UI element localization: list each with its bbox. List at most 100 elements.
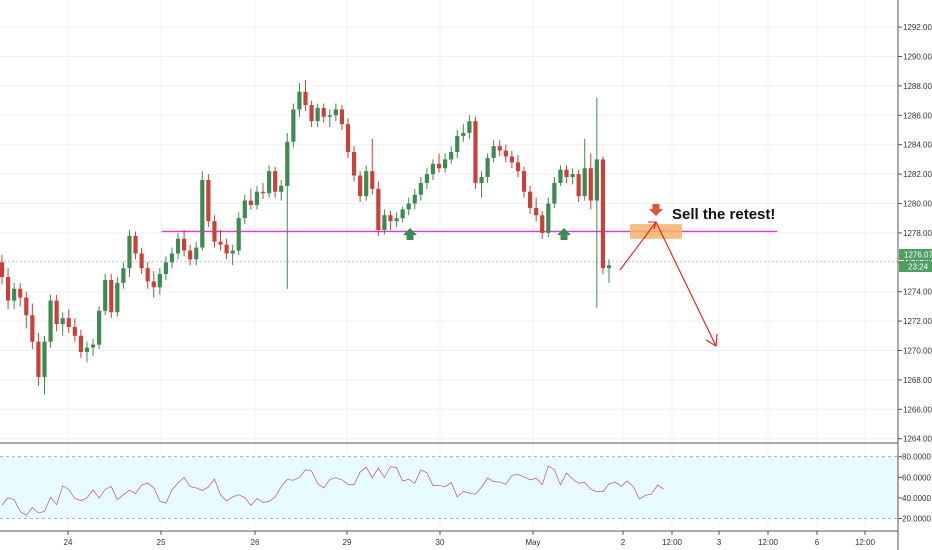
candle-body <box>42 341 47 377</box>
y-tick-label: 1266.00 <box>903 405 932 414</box>
candle-body <box>382 215 387 230</box>
candle-body <box>491 146 496 158</box>
candle-body <box>315 107 320 122</box>
candle-body <box>345 124 351 153</box>
candle-body <box>552 182 557 204</box>
y-tick-label: 1278.00 <box>903 229 932 238</box>
candle-body <box>473 121 478 183</box>
candle-body <box>151 281 156 288</box>
candle-body <box>303 91 308 106</box>
last-price-value: 1276.07 <box>904 251 932 260</box>
candle-body <box>169 253 175 263</box>
candle-body <box>394 218 399 222</box>
candle-body <box>24 297 29 316</box>
grid <box>0 0 898 531</box>
candle-body <box>279 185 284 192</box>
callout-text: Sell the retest! <box>672 206 775 223</box>
candle-body <box>449 152 454 160</box>
candle-body <box>406 203 411 210</box>
candle-body <box>157 274 162 288</box>
candle-body <box>606 265 612 269</box>
candle-body <box>327 115 332 117</box>
candle-body <box>534 207 539 216</box>
y-tick-label: 1280.00 <box>903 200 932 209</box>
x-tick-label: 2 <box>621 538 626 547</box>
candle-body <box>60 318 65 325</box>
candle-body <box>479 177 484 183</box>
y-tick-label: 1264.00 <box>903 435 932 444</box>
candle-body <box>455 135 460 153</box>
candle-body <box>370 171 375 189</box>
candle-body <box>212 221 217 242</box>
price-axis-ticks: 1264.00 1266.00 1268.00 1270.00 1272.00 1274.… <box>898 23 932 444</box>
candle-body <box>206 179 211 222</box>
buy-arrow-icon[interactable] <box>403 228 417 240</box>
y-tick-label: 1286.00 <box>903 111 932 120</box>
candle-body <box>84 347 90 352</box>
price-badges: 1276.07 23:24 <box>899 249 932 272</box>
candle-body <box>485 157 490 178</box>
retest-zone[interactable] <box>630 224 682 239</box>
time-axis-ticks: 24 25 26 29 30 May 2 12:00 3 12:00 6 12:00 <box>64 531 876 547</box>
candle-body <box>54 300 59 325</box>
candle-body <box>97 310 102 345</box>
x-tick-label: May <box>525 538 540 547</box>
candle-body <box>358 175 363 197</box>
x-tick-label: 25 <box>157 538 166 547</box>
candle-body <box>443 159 448 169</box>
candle-body <box>521 171 527 192</box>
candle-body <box>321 107 326 117</box>
candle-body <box>218 241 223 245</box>
sell-arrow-icon[interactable] <box>649 204 663 216</box>
candle-body <box>503 150 508 157</box>
candle-body <box>18 288 23 298</box>
candle-body <box>254 191 260 205</box>
candle-body <box>12 288 17 301</box>
candle-body <box>558 169 563 183</box>
y-tick-label: 1270.00 <box>903 347 932 356</box>
candle-body <box>564 169 569 178</box>
candle-body <box>588 168 593 201</box>
projection-rise-line[interactable] <box>619 221 657 271</box>
candle-body <box>194 247 199 260</box>
candle-body <box>90 344 96 348</box>
candle-body <box>200 179 205 248</box>
candle-body <box>182 238 187 251</box>
candle-body <box>297 91 302 110</box>
candle-body <box>242 200 247 219</box>
candle-body <box>412 194 417 204</box>
x-tick-label: 30 <box>436 538 445 547</box>
candle-body <box>376 188 381 230</box>
candle-body <box>127 235 132 269</box>
candle-body <box>78 335 84 352</box>
x-tick-label: 24 <box>64 538 73 547</box>
candle-body <box>576 174 581 197</box>
candle-body <box>36 341 41 377</box>
candle-body <box>224 244 229 254</box>
projection-fall-line[interactable] <box>655 221 717 347</box>
y-tick-label: 1268.00 <box>903 376 932 385</box>
candle-body <box>0 262 5 277</box>
y-tick-label: 1290.00 <box>903 53 932 62</box>
candle-body <box>248 200 253 205</box>
candle-body <box>266 171 272 194</box>
buy-arrow-icon[interactable] <box>557 228 571 240</box>
x-tick-label: 26 <box>251 538 260 547</box>
candle-body <box>5 277 11 301</box>
candle-body <box>582 168 587 197</box>
y-tick-label: 1272.00 <box>903 317 932 326</box>
countdown-value: 23:24 <box>908 263 929 272</box>
candle-body <box>72 326 77 336</box>
candle-body <box>570 174 575 178</box>
candle-body <box>333 109 338 116</box>
candle-body <box>121 268 126 283</box>
rsi-axis-ticks: 20.0000 40.0000 60.0000 80.0000 <box>898 453 931 524</box>
candle-body <box>145 268 150 282</box>
projection-path[interactable] <box>619 221 718 347</box>
rsi-tick-label: 20.0000 <box>902 515 931 524</box>
candle-body <box>497 146 502 151</box>
x-tick-label: 6 <box>815 538 820 547</box>
last-price-badge <box>899 249 932 260</box>
candle-body <box>236 218 241 251</box>
rsi-tick-label: 80.0000 <box>902 453 931 462</box>
